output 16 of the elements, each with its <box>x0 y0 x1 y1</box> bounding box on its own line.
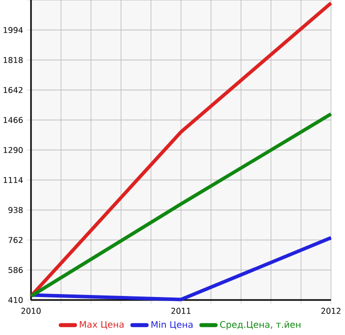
x-tick-label: 2010 <box>21 308 41 314</box>
y-tick-label: 1290 <box>4 146 23 154</box>
y-tick-label: 410 <box>8 296 23 304</box>
y-tick-label: 938 <box>8 206 23 214</box>
y-tick-label: 762 <box>8 236 22 244</box>
x-tick-label: 2012 <box>321 308 340 314</box>
x-tick-label: 2011 <box>171 308 190 314</box>
legend-label: Max Цена <box>80 321 124 330</box>
y-tick-label: 1114 <box>4 177 23 183</box>
legend-label: Сред.Цена, т.йен <box>220 320 300 330</box>
y-tick-label: 1818 <box>4 56 23 64</box>
legend-label: Min Цена <box>151 320 193 330</box>
y-tick-label: 586 <box>8 266 23 274</box>
y-tick-label: 1994 <box>4 26 23 34</box>
y-tick-label: 1642 <box>4 86 22 94</box>
y-tick-label: 1466 <box>4 116 23 124</box>
